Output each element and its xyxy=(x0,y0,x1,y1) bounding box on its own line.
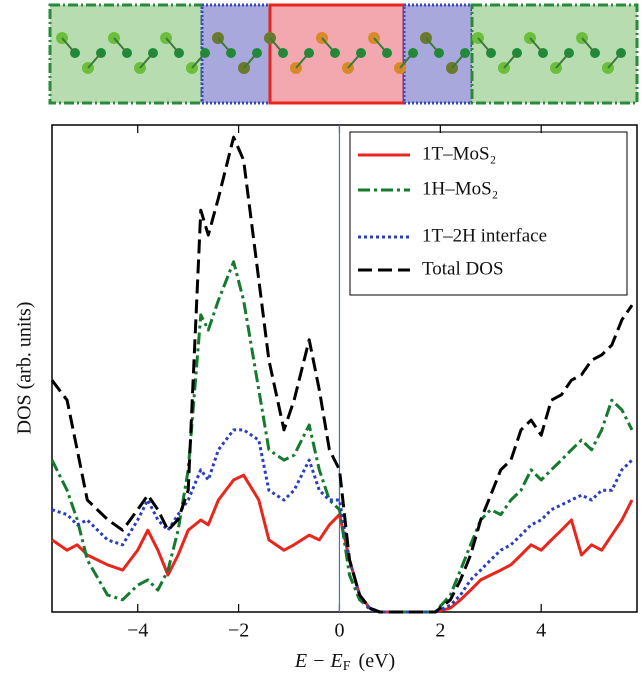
x-tick-label: −2 xyxy=(228,620,249,642)
bond xyxy=(191,52,206,69)
x-tick-label: 0 xyxy=(334,620,344,642)
legend-label: 1T–MoS₂ xyxy=(422,143,496,164)
bond xyxy=(399,52,414,69)
bond xyxy=(165,37,180,54)
structure-illustration xyxy=(48,3,639,105)
x-label-main: E − E xyxy=(294,650,343,672)
x-label-sub: F xyxy=(343,659,351,674)
y-axis-label: DOS (arb. units) xyxy=(14,302,36,435)
bond xyxy=(243,52,258,69)
legend-label: Total DOS xyxy=(422,258,504,279)
bond xyxy=(347,52,362,69)
x-axis-label: E − EF (eV) xyxy=(294,650,395,675)
bond xyxy=(477,37,492,54)
bond xyxy=(607,52,622,69)
bond xyxy=(87,52,102,69)
bond xyxy=(373,37,388,54)
legend-box xyxy=(349,131,628,296)
region-1h xyxy=(470,3,639,105)
series-line xyxy=(51,428,634,614)
bond xyxy=(555,52,570,69)
bond xyxy=(113,37,128,54)
plot-frame xyxy=(51,124,638,613)
bond xyxy=(295,52,310,69)
x-tick-label: 2 xyxy=(435,620,445,642)
bond xyxy=(217,37,232,54)
bond xyxy=(321,37,336,54)
legend-label: 1H–MoS₂ xyxy=(422,178,498,199)
series-line xyxy=(50,260,634,614)
bond xyxy=(503,52,518,69)
bond xyxy=(529,37,544,54)
bond xyxy=(451,52,466,69)
x-label-unit: (eV) xyxy=(359,650,396,672)
bond xyxy=(269,37,284,54)
x-tick-label: 4 xyxy=(536,620,546,642)
bond xyxy=(61,37,76,54)
bond xyxy=(425,37,440,54)
bond xyxy=(139,52,154,69)
legend-label: 1T–2H interface xyxy=(422,225,547,246)
series-line xyxy=(50,135,634,614)
x-tick-label: −4 xyxy=(127,620,148,642)
bond xyxy=(581,37,596,54)
